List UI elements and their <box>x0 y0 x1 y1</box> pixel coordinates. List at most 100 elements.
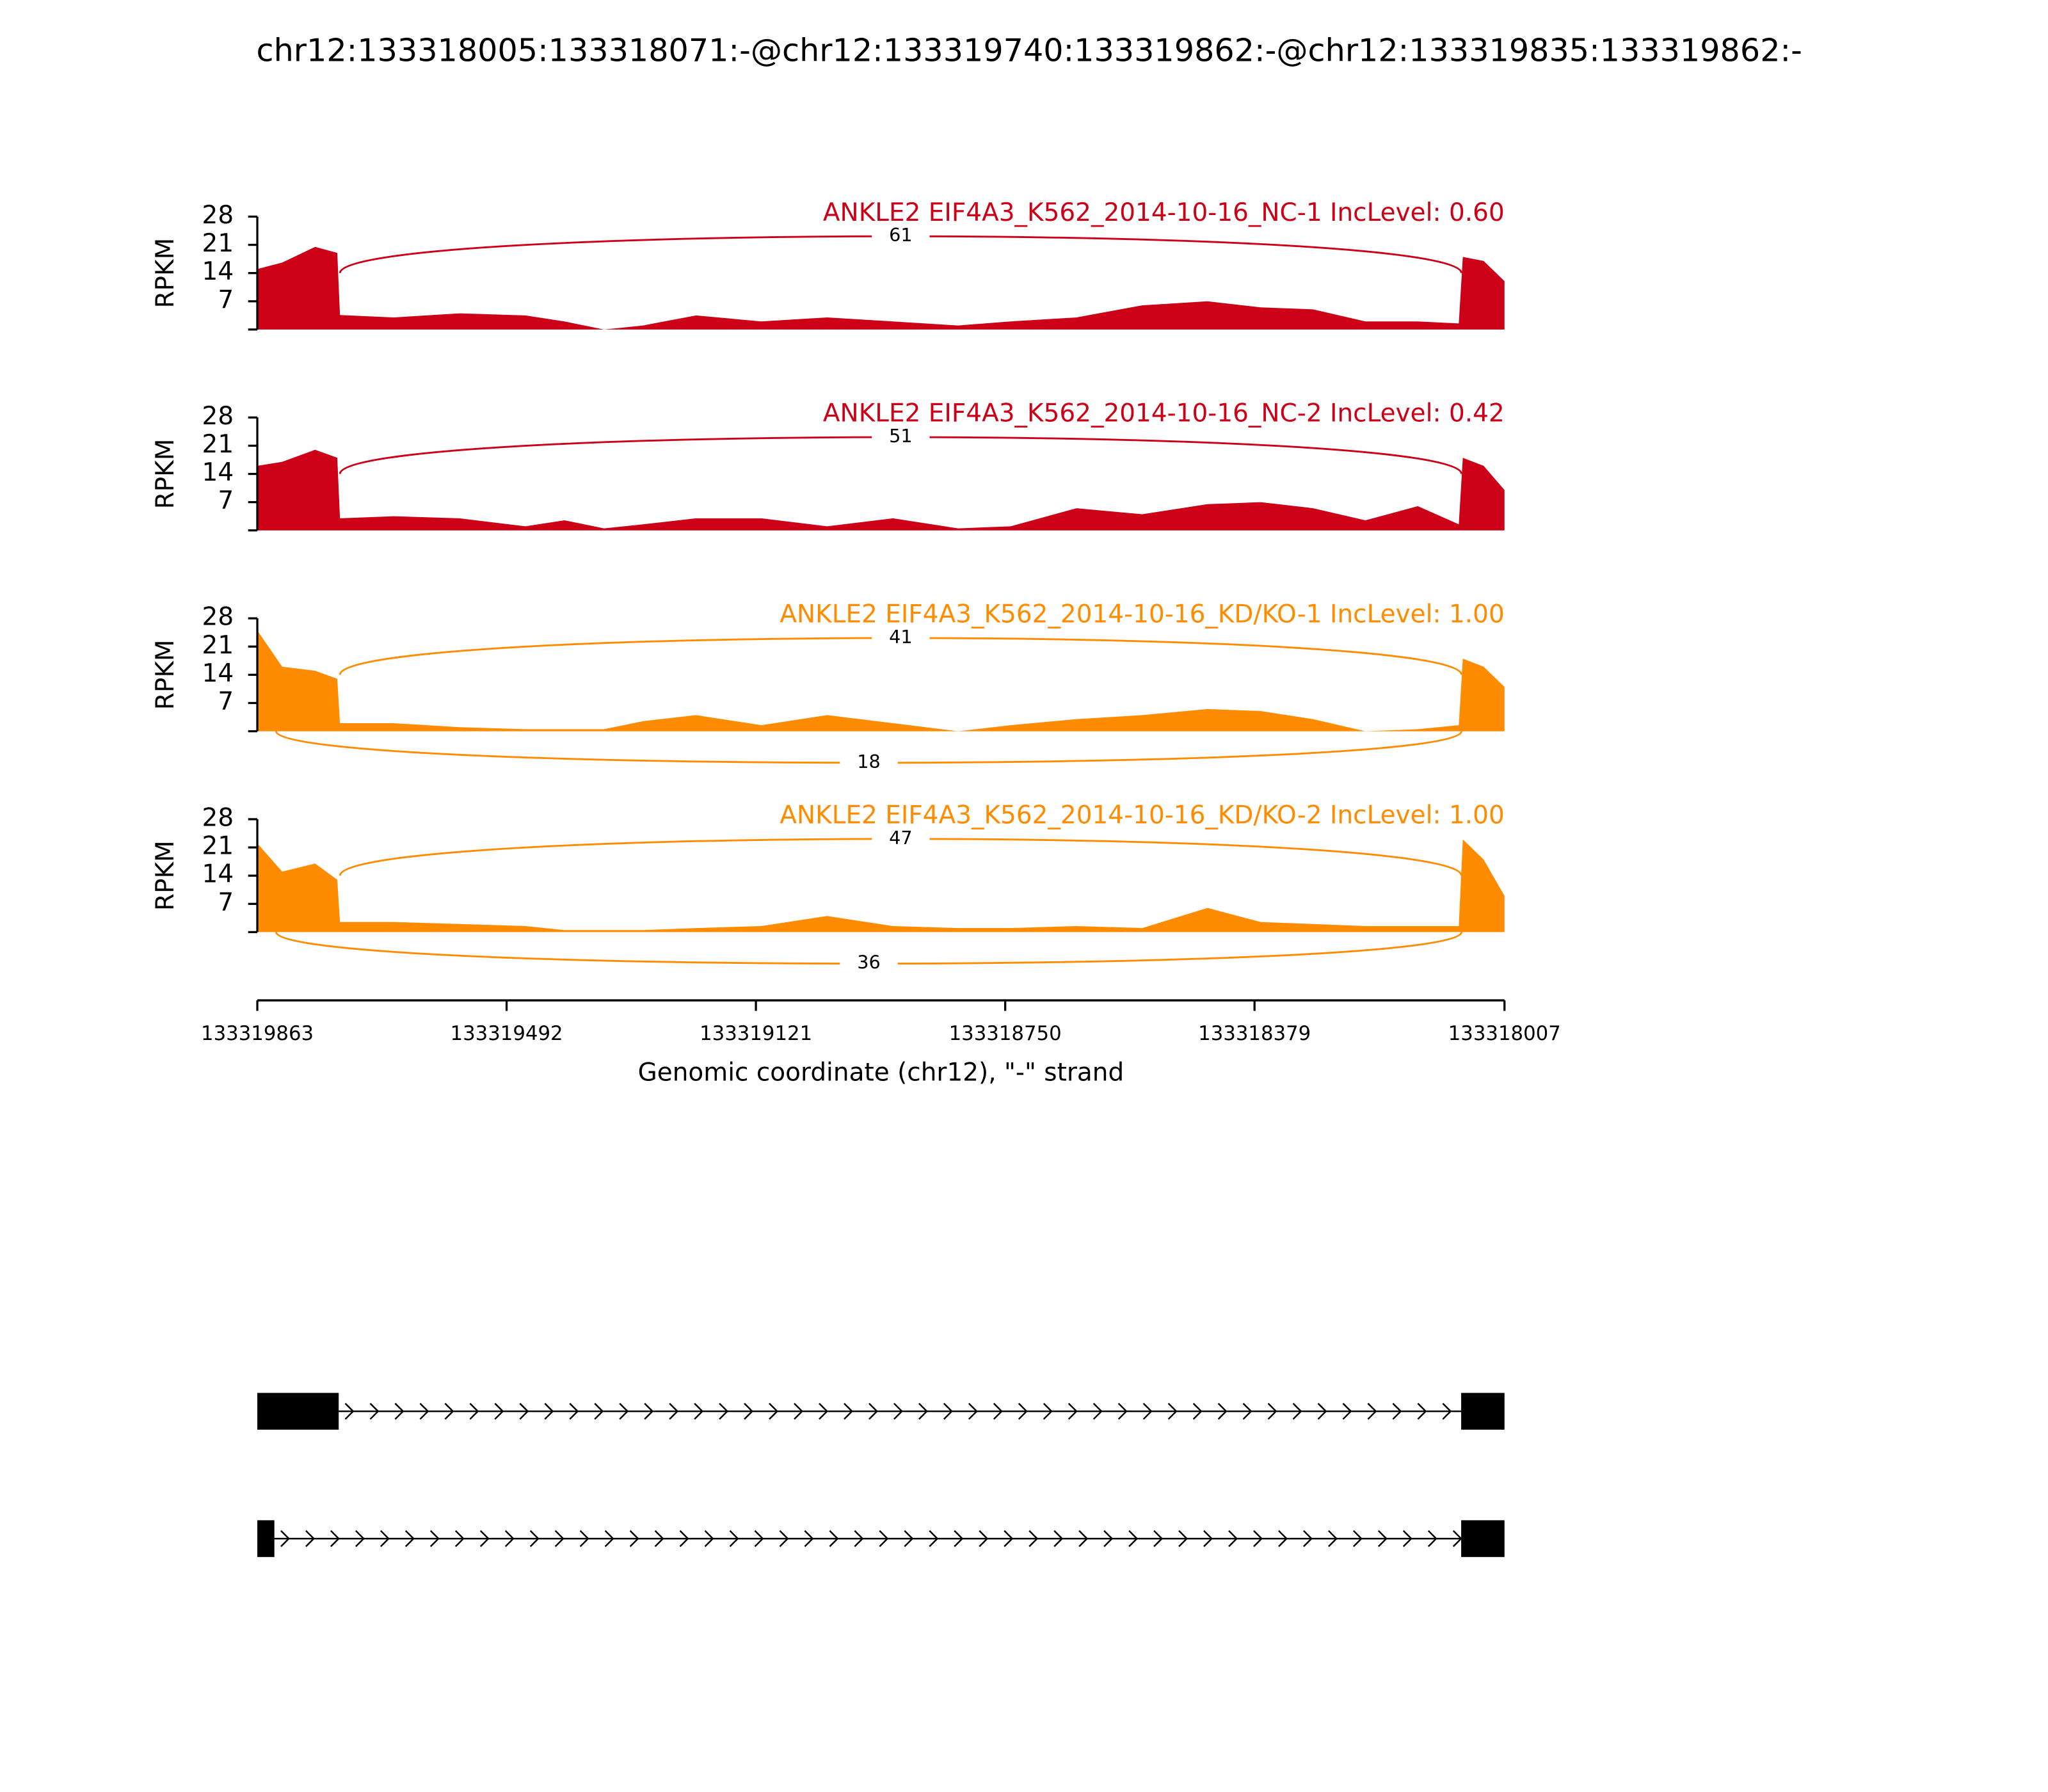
junction-label-box <box>840 752 898 774</box>
x-tick-label: 133318007 <box>1448 1022 1561 1045</box>
y-tick-label: 14 <box>202 257 234 286</box>
y-axis-label: RPKM <box>151 840 180 911</box>
coverage-area <box>257 246 1505 330</box>
strand-arrow <box>1092 1402 1103 1420</box>
strand-arrow <box>929 1530 939 1548</box>
y-tick-label: 14 <box>202 860 234 889</box>
strand-arrow <box>1167 1402 1178 1420</box>
strand-arrow <box>694 1402 704 1420</box>
strand-arrow <box>1292 1402 1302 1420</box>
strand-arrow <box>1217 1402 1228 1420</box>
strand-arrow <box>1442 1402 1452 1420</box>
x-tick-label: 133318750 <box>949 1022 1062 1045</box>
panel-title: ANKLE2 EIF4A3_K562_2014-10-16_KD/KO-2 In… <box>780 801 1504 829</box>
strand-arrow <box>1367 1402 1377 1420</box>
strand-arrow <box>429 1530 440 1548</box>
strand-arrow <box>1103 1530 1114 1548</box>
strand-arrow <box>404 1530 415 1548</box>
strand-arrow <box>1402 1530 1412 1548</box>
strand-arrow <box>744 1402 754 1420</box>
strand-arrow <box>619 1402 629 1420</box>
strand-arrow <box>1018 1402 1028 1420</box>
y-tick-label: 14 <box>202 659 234 688</box>
y-tick-label: 21 <box>202 631 234 660</box>
strand-arrow <box>844 1402 854 1420</box>
transcript <box>257 1520 1505 1557</box>
y-tick-label: 7 <box>218 285 234 314</box>
strand-arrow <box>394 1402 404 1420</box>
strand-arrow <box>469 1402 479 1420</box>
strand-arrow <box>993 1402 1003 1420</box>
strand-arrow <box>1427 1530 1437 1548</box>
strand-arrow <box>1153 1530 1164 1548</box>
panel-title: ANKLE2 EIF4A3_K562_2014-10-16_NC-1 IncLe… <box>823 198 1505 227</box>
strand-arrow <box>968 1402 978 1420</box>
junction-label: 18 <box>857 751 881 772</box>
junction-label-box <box>872 627 930 649</box>
strand-arrow <box>569 1402 579 1420</box>
strand-arrow <box>629 1530 639 1548</box>
strand-arrow <box>544 1402 554 1420</box>
strand-arrow <box>1392 1402 1402 1420</box>
strand-arrow <box>704 1530 714 1548</box>
strand-arrow <box>1278 1530 1288 1548</box>
strand-arrow <box>504 1530 515 1548</box>
strand-arrow <box>1377 1530 1388 1548</box>
x-axis-label: Genomic coordinate (chr12), "-" strand <box>638 1058 1124 1087</box>
x-tick-label: 133318379 <box>1198 1022 1311 1045</box>
strand-arrow <box>719 1402 729 1420</box>
exon <box>1461 1520 1505 1557</box>
strand-arrow <box>1203 1530 1213 1548</box>
strand-arrow <box>904 1530 914 1548</box>
strand-arrow <box>769 1402 779 1420</box>
y-tick-label: 7 <box>218 888 234 917</box>
junction-label: 36 <box>857 952 881 973</box>
junction-label: 51 <box>889 425 913 447</box>
x-tick-label: 133319492 <box>451 1022 563 1045</box>
strand-arrow <box>819 1402 829 1420</box>
strand-arrow <box>604 1530 614 1548</box>
strand-arrow <box>918 1402 928 1420</box>
y-axis-label: RPKM <box>151 238 180 308</box>
strand-arrow <box>1353 1530 1363 1548</box>
strand-arrow <box>754 1530 764 1548</box>
transcript <box>257 1393 1505 1430</box>
junction-label-box <box>872 225 930 247</box>
junction-label: 61 <box>889 224 913 246</box>
y-tick-label: 7 <box>218 687 234 716</box>
strand-arrow <box>1242 1402 1252 1420</box>
y-axis-label: RPKM <box>151 639 180 710</box>
strand-arrow <box>779 1530 789 1548</box>
y-tick-label: 21 <box>202 832 234 861</box>
strand-arrow <box>1328 1530 1338 1548</box>
strand-arrow <box>419 1402 429 1420</box>
junction-label: 41 <box>889 626 913 648</box>
panel-title: ANKLE2 EIF4A3_K562_2014-10-16_KD/KO-1 In… <box>780 600 1504 629</box>
x-tick-label: 133319121 <box>700 1022 812 1045</box>
junction-label-box <box>872 828 930 850</box>
exon <box>1461 1393 1505 1430</box>
strand-arrow <box>444 1402 454 1420</box>
panel-title: ANKLE2 EIF4A3_K562_2014-10-16_NC-2 IncLe… <box>823 399 1505 428</box>
exon <box>257 1520 275 1557</box>
strand-arrow <box>355 1530 365 1548</box>
coverage-area <box>257 449 1505 531</box>
strand-arrow <box>729 1530 739 1548</box>
x-tick-label: 133319863 <box>201 1022 314 1045</box>
strand-arrow <box>479 1530 490 1548</box>
strand-arrow <box>1068 1402 1078 1420</box>
y-tick-label: 21 <box>202 229 234 258</box>
strand-arrow <box>1178 1530 1188 1548</box>
strand-arrow <box>1228 1530 1238 1548</box>
junction-label: 47 <box>889 827 913 849</box>
strand-arrow <box>794 1402 804 1420</box>
strand-arrow <box>669 1402 679 1420</box>
strand-arrow <box>519 1402 529 1420</box>
strand-arrow <box>979 1530 989 1548</box>
strand-arrow <box>1128 1530 1139 1548</box>
strand-arrow <box>1004 1530 1014 1548</box>
strand-arrow <box>943 1402 953 1420</box>
strand-arrow <box>1342 1402 1352 1420</box>
